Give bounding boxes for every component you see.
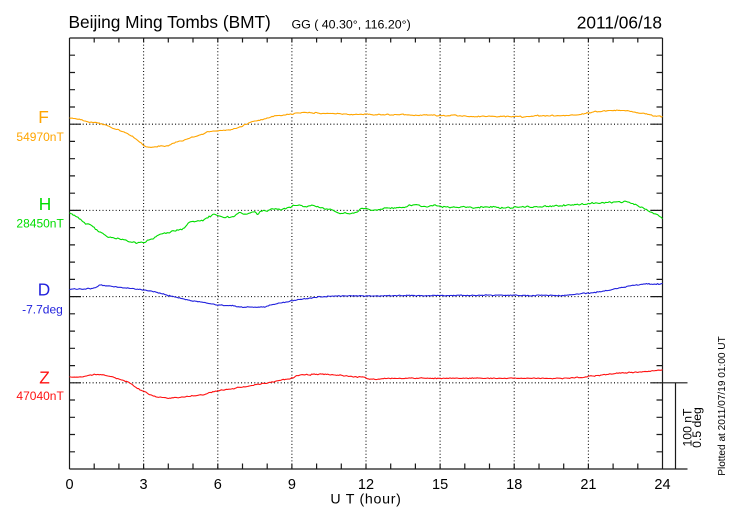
svg-text:2011/06/18: 2011/06/18 [577,13,662,33]
svg-text:47040nT: 47040nT [16,389,64,403]
svg-text:21: 21 [580,477,596,493]
svg-text:F: F [38,107,49,127]
svg-text:H: H [39,194,51,214]
svg-text:GG ( 40.30°, 116.20°): GG ( 40.30°, 116.20°) [292,18,411,32]
svg-text:24: 24 [654,477,670,493]
svg-text:28450nT: 28450nT [16,216,64,230]
svg-text:D: D [38,280,50,300]
svg-text:U T (hour): U T (hour) [330,492,401,508]
svg-text:0: 0 [65,477,73,493]
svg-text:12: 12 [358,477,374,493]
svg-text:6: 6 [214,477,222,493]
svg-text:Z: Z [39,368,50,388]
svg-text:Plotted at 2011/07/19 01:00 UT: Plotted at 2011/07/19 01:00 UT [717,336,728,476]
svg-text:9: 9 [288,477,296,493]
svg-text:0.5 deg: 0.5 deg [690,407,704,448]
svg-text:Beijing Ming Tombs (BMT): Beijing Ming Tombs (BMT) [69,12,271,32]
svg-text:100 nT: 100 nT [680,408,694,446]
svg-text:18: 18 [506,477,522,493]
svg-text:3: 3 [140,477,148,493]
svg-text:54970nT: 54970nT [16,130,64,144]
svg-text:-7.7deg: -7.7deg [22,302,63,316]
svg-text:15: 15 [432,477,448,493]
